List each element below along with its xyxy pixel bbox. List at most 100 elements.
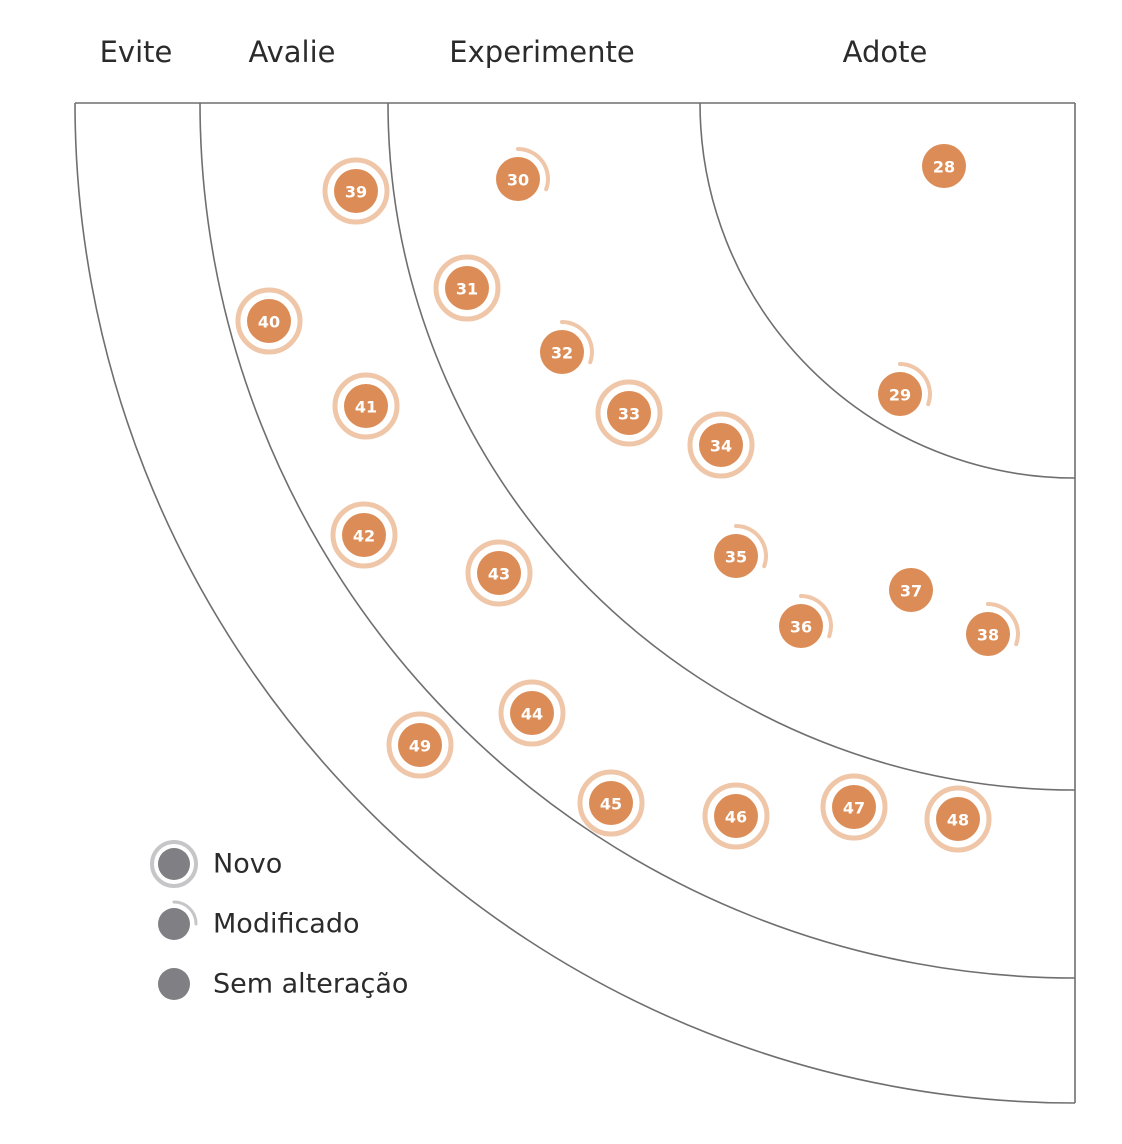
blip-number: 44 xyxy=(521,705,543,724)
blip-42[interactable]: 42 xyxy=(330,501,398,569)
blip-moved-arc xyxy=(560,320,594,365)
blip-new-halo xyxy=(386,711,454,779)
legend-moved-arc xyxy=(172,900,198,926)
blip-moved-arc xyxy=(799,594,833,639)
blip-new-halo xyxy=(820,773,888,841)
blip-number: 43 xyxy=(488,565,510,584)
ring-label-evite: Evite xyxy=(100,35,173,69)
blip-dot xyxy=(889,568,933,612)
blip-new-halo xyxy=(498,679,566,747)
blip-28[interactable]: 28 xyxy=(922,144,966,188)
blip-dot xyxy=(540,330,584,374)
blip-new-halo xyxy=(330,501,398,569)
blip-dot xyxy=(445,266,489,310)
blip-number: 41 xyxy=(355,398,377,417)
blip-moved-arc xyxy=(898,362,932,407)
legend-new-halo xyxy=(150,840,198,888)
blip-number: 45 xyxy=(600,795,622,814)
blip-new-halo xyxy=(465,539,533,607)
ring-label-avalie: Avalie xyxy=(248,35,335,69)
blip-new-halo xyxy=(433,254,501,322)
blip-37[interactable]: 37 xyxy=(889,568,933,612)
blip-40[interactable]: 40 xyxy=(235,287,303,355)
blip-new-halo xyxy=(702,782,770,850)
blip-number: 34 xyxy=(710,437,732,456)
blip-29[interactable]: 29 xyxy=(878,362,932,416)
blip-33[interactable]: 33 xyxy=(595,379,663,447)
blip-dot xyxy=(342,513,386,557)
blip-45[interactable]: 45 xyxy=(577,769,645,837)
blip-dot xyxy=(936,797,980,841)
blip-number: 49 xyxy=(409,737,431,756)
blip-new-halo xyxy=(595,379,663,447)
blip-dot xyxy=(247,299,291,343)
blip-31[interactable]: 31 xyxy=(433,254,501,322)
blip-dot xyxy=(714,534,758,578)
blip-dot xyxy=(878,372,922,416)
legend-moved-dot xyxy=(158,908,190,940)
blip-moved-arc xyxy=(734,524,768,569)
blip-32[interactable]: 32 xyxy=(540,320,594,374)
blip-30[interactable]: 30 xyxy=(496,147,550,201)
blip-number: 29 xyxy=(889,386,911,405)
blip-new-halo xyxy=(235,287,303,355)
blip-34[interactable]: 34 xyxy=(687,411,755,479)
ring-boundary-avalie xyxy=(199,102,1076,979)
blip-38[interactable]: 38 xyxy=(966,602,1020,656)
blip-49[interactable]: 49 xyxy=(386,711,454,779)
blip-number: 30 xyxy=(507,171,529,190)
legend: Novo Modificado Sem alteração xyxy=(150,840,408,1000)
blips-layer: 28 29 30 31 32 33 34 35 36 37 38 39 40 41 42 43 44 45 46 47… xyxy=(235,144,1020,853)
blip-44[interactable]: 44 xyxy=(498,679,566,747)
blip-dot xyxy=(334,169,378,213)
blip-moved-arc xyxy=(986,602,1020,647)
blip-43[interactable]: 43 xyxy=(465,539,533,607)
blip-number: 32 xyxy=(551,344,573,363)
blip-35[interactable]: 35 xyxy=(714,524,768,578)
blip-41[interactable]: 41 xyxy=(332,372,400,440)
blip-new-halo xyxy=(687,411,755,479)
blip-dot xyxy=(714,794,758,838)
blip-number: 31 xyxy=(456,280,478,299)
legend-item-unchanged: Sem alteração xyxy=(158,968,408,1000)
legend-item-moved: Modificado xyxy=(158,900,360,940)
blip-number: 47 xyxy=(843,799,865,818)
blip-dot xyxy=(398,723,442,767)
blip-48[interactable]: 48 xyxy=(924,785,992,853)
legend-unchanged-label: Sem alteração xyxy=(213,969,408,1000)
blip-new-halo xyxy=(577,769,645,837)
blip-number: 28 xyxy=(933,158,955,177)
blip-dot xyxy=(779,604,823,648)
ring-label-adote: Adote xyxy=(843,35,928,69)
blip-39[interactable]: 39 xyxy=(322,157,390,225)
blip-dot xyxy=(832,785,876,829)
blip-dot xyxy=(966,612,1010,656)
legend-unchanged-dot xyxy=(158,968,190,1000)
blip-number: 39 xyxy=(345,183,367,202)
blip-number: 40 xyxy=(258,313,280,332)
blip-46[interactable]: 46 xyxy=(702,782,770,850)
ring-boundary-experimente xyxy=(387,102,1076,791)
blip-dot xyxy=(922,144,966,188)
blip-new-halo xyxy=(924,785,992,853)
blip-number: 38 xyxy=(977,626,999,645)
blip-number: 48 xyxy=(947,811,969,830)
legend-new-dot xyxy=(158,848,190,880)
blip-dot xyxy=(589,781,633,825)
blip-dot xyxy=(477,551,521,595)
blip-36[interactable]: 36 xyxy=(779,594,833,648)
blip-number: 37 xyxy=(900,582,922,601)
blip-number: 46 xyxy=(725,808,747,827)
legend-moved-label: Modificado xyxy=(213,909,360,940)
blip-number: 36 xyxy=(790,618,812,637)
blip-number: 42 xyxy=(353,527,375,546)
blip-number: 35 xyxy=(725,548,747,567)
ring-boundary-evite xyxy=(74,102,1076,1104)
blip-dot xyxy=(607,391,651,435)
legend-new-label: Novo xyxy=(213,849,282,880)
blip-47[interactable]: 47 xyxy=(820,773,888,841)
blip-new-halo xyxy=(332,372,400,440)
blip-new-halo xyxy=(322,157,390,225)
